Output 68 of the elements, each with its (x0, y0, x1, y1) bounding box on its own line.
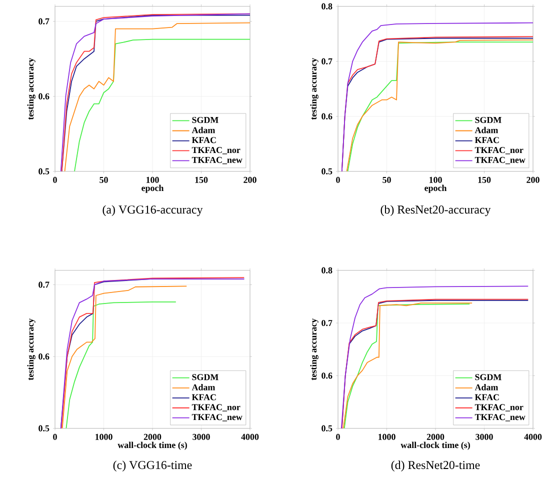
legend-label: SGDM (192, 374, 218, 380)
y-axis-title: testing accuracy (310, 58, 318, 120)
x-tick-label: 3000 (192, 434, 210, 440)
x-tick-label: 1000 (378, 434, 396, 440)
y-tick-label: 0.6 (38, 353, 50, 360)
legend-label: TKFAC_new (474, 156, 526, 164)
y-tick-label: 0.5 (322, 425, 332, 432)
x-axis-title: epoch (142, 184, 164, 193)
x-tick-label: 4000 (524, 434, 542, 440)
y-tick-label: 0.5 (322, 168, 332, 174)
legend-label: TKFAC_new (192, 414, 242, 422)
legend-label: TKFAC_nor (474, 146, 524, 154)
x-tick-label: 4000 (241, 434, 259, 440)
legend-label: KFAC (192, 136, 216, 143)
legend-label: KFAC (474, 136, 499, 143)
x-axis-title: wall-clock time (s) (118, 442, 187, 450)
y-axis-title: testing accuracy (27, 58, 36, 120)
y-tick-label: 0.7 (322, 58, 332, 64)
y-tick-label: 0.8 (322, 3, 332, 10)
x-tick-label: 0 (53, 434, 57, 440)
y-tick-label: 0.6 (322, 372, 332, 379)
x-axis-title: wall-clock time (s) (400, 442, 470, 450)
x-tick-label: 150 (195, 176, 208, 183)
y-tick-label: 0.7 (322, 320, 332, 326)
y-tick-label: 0.8 (322, 267, 332, 274)
legend-label: SGDM (475, 374, 502, 380)
x-tick-label: 150 (478, 176, 491, 183)
legend-label: TKFAC_nor (474, 404, 524, 412)
x-tick-label: 50 (382, 176, 391, 183)
x-tick-label: 2000 (144, 434, 162, 440)
text: (a) VGG16-accuracy (102, 205, 203, 216)
legend-label: Adam (192, 126, 216, 134)
line-series (66, 301, 176, 428)
text: (d) ResNet20-time (391, 460, 480, 472)
legend-label: SGDM (475, 116, 502, 123)
x-tick-label: 0 (336, 176, 340, 183)
text: (b) ResNet20-accuracy (380, 205, 491, 216)
y-tick-label: 0.5 (38, 168, 50, 174)
text: (c) VGG16-time (113, 460, 192, 472)
legend-label: TKFAC_new (192, 156, 242, 164)
legend-label: TKFAC_nor (192, 146, 240, 154)
x-tick-label: 200 (244, 176, 256, 183)
x-tick-label: 1000 (96, 434, 112, 440)
legend-label: Adam (474, 126, 498, 134)
x-axis-title: epoch (424, 184, 447, 193)
legend-label: Adam (474, 384, 498, 390)
y-axis-title: testing accuracy (27, 318, 36, 380)
y-axis-title: testing accuracy (310, 318, 318, 380)
x-tick-label: 100 (430, 176, 442, 183)
y-tick-label: 0.6 (322, 113, 332, 120)
legend-label: KFAC (474, 394, 499, 400)
legend-label: TKFAC_nor (192, 404, 240, 412)
x-tick-label: 100 (146, 176, 159, 183)
x-tick-label: 3000 (476, 434, 493, 440)
x-tick-label: 0 (53, 176, 57, 183)
x-tick-label: 200 (526, 176, 540, 183)
y-tick-label: 0.5 (38, 425, 50, 432)
x-tick-label: 50 (100, 176, 108, 183)
line-series (62, 286, 188, 428)
legend-label: KFAC (192, 394, 216, 400)
legend-label: SGDM (192, 116, 218, 123)
x-tick-label: 0 (336, 434, 340, 440)
legend-label: Adam (192, 384, 216, 390)
y-tick-label: 0.7 (38, 18, 50, 24)
legend-label: TKFAC_new (474, 414, 526, 422)
y-tick-label: 0.7 (38, 282, 50, 288)
x-tick-label: 2000 (426, 434, 444, 440)
y-tick-label: 0.6 (38, 93, 50, 100)
